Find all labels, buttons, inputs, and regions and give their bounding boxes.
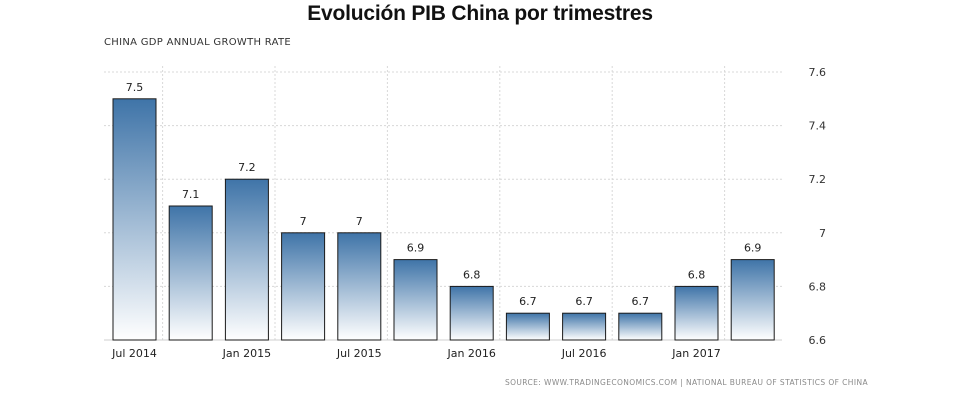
y-tick-label: 6.6: [809, 334, 827, 347]
bar: [674, 285, 719, 341]
gridlines: [104, 66, 782, 341]
bar-value-label: 6.9: [407, 242, 425, 255]
bar-value-label: 6.8: [463, 268, 481, 281]
bar-value-label: 7: [300, 215, 307, 228]
bar-value-label: 6.9: [744, 242, 762, 255]
x-tick-label: Jan 2016: [446, 347, 495, 360]
bar-value-label: 7.1: [182, 188, 200, 201]
bar: [618, 312, 663, 341]
bar: [168, 205, 213, 341]
bar-value-label: 7.5: [126, 81, 144, 94]
x-tick-label: Jul 2014: [111, 347, 157, 360]
bar: [449, 285, 494, 341]
bar: [505, 312, 550, 341]
y-tick-label: 7: [819, 227, 826, 240]
page-title: Evolución PIB China por trimestres: [307, 2, 653, 25]
y-tick-label: 7.4: [809, 120, 827, 133]
bar-value-label: 7.2: [238, 161, 256, 174]
bar: [281, 232, 326, 341]
x-tick-label: Jul 2015: [336, 347, 382, 360]
bar: [112, 98, 157, 341]
bar-value-label: 7: [356, 215, 363, 228]
source-attribution: SOURCE: WWW.TRADINGECONOMICS.COM | NATIO…: [504, 378, 868, 387]
data-labels: 7.5 7.1 7.2 7 7 6.9 6.8 6.7 6.7 6.7 6.8 6.9: [126, 81, 762, 308]
x-tick-label: Jul 2016: [561, 347, 607, 360]
y-tick-label: 7.6: [809, 66, 827, 79]
bar-value-label: 6.8: [688, 268, 706, 281]
chart-subtitle: CHINA GDP ANNUAL GROWTH RATE: [104, 37, 292, 48]
bar: [337, 232, 382, 341]
bar-value-label: 6.7: [632, 295, 650, 308]
x-axis-ticks: Jul 2014 Jan 2015 Jul 2015 Jan 2016 Jul 2016…: [111, 347, 721, 360]
bar-value-label: 6.7: [519, 295, 537, 308]
bar: [224, 178, 269, 341]
y-axis-ticks: 7.6 7.4 7.2 7 6.8 6.6: [809, 66, 827, 347]
y-tick-label: 7.2: [809, 173, 827, 186]
x-tick-label: Jan 2017: [671, 347, 720, 360]
y-tick-label: 6.8: [809, 280, 827, 293]
bar-value-label: 6.7: [575, 295, 593, 308]
bar: [730, 259, 775, 341]
bars: [112, 98, 775, 341]
bar: [393, 259, 438, 341]
bar: [562, 312, 607, 341]
x-tick-label: Jan 2015: [222, 347, 271, 360]
